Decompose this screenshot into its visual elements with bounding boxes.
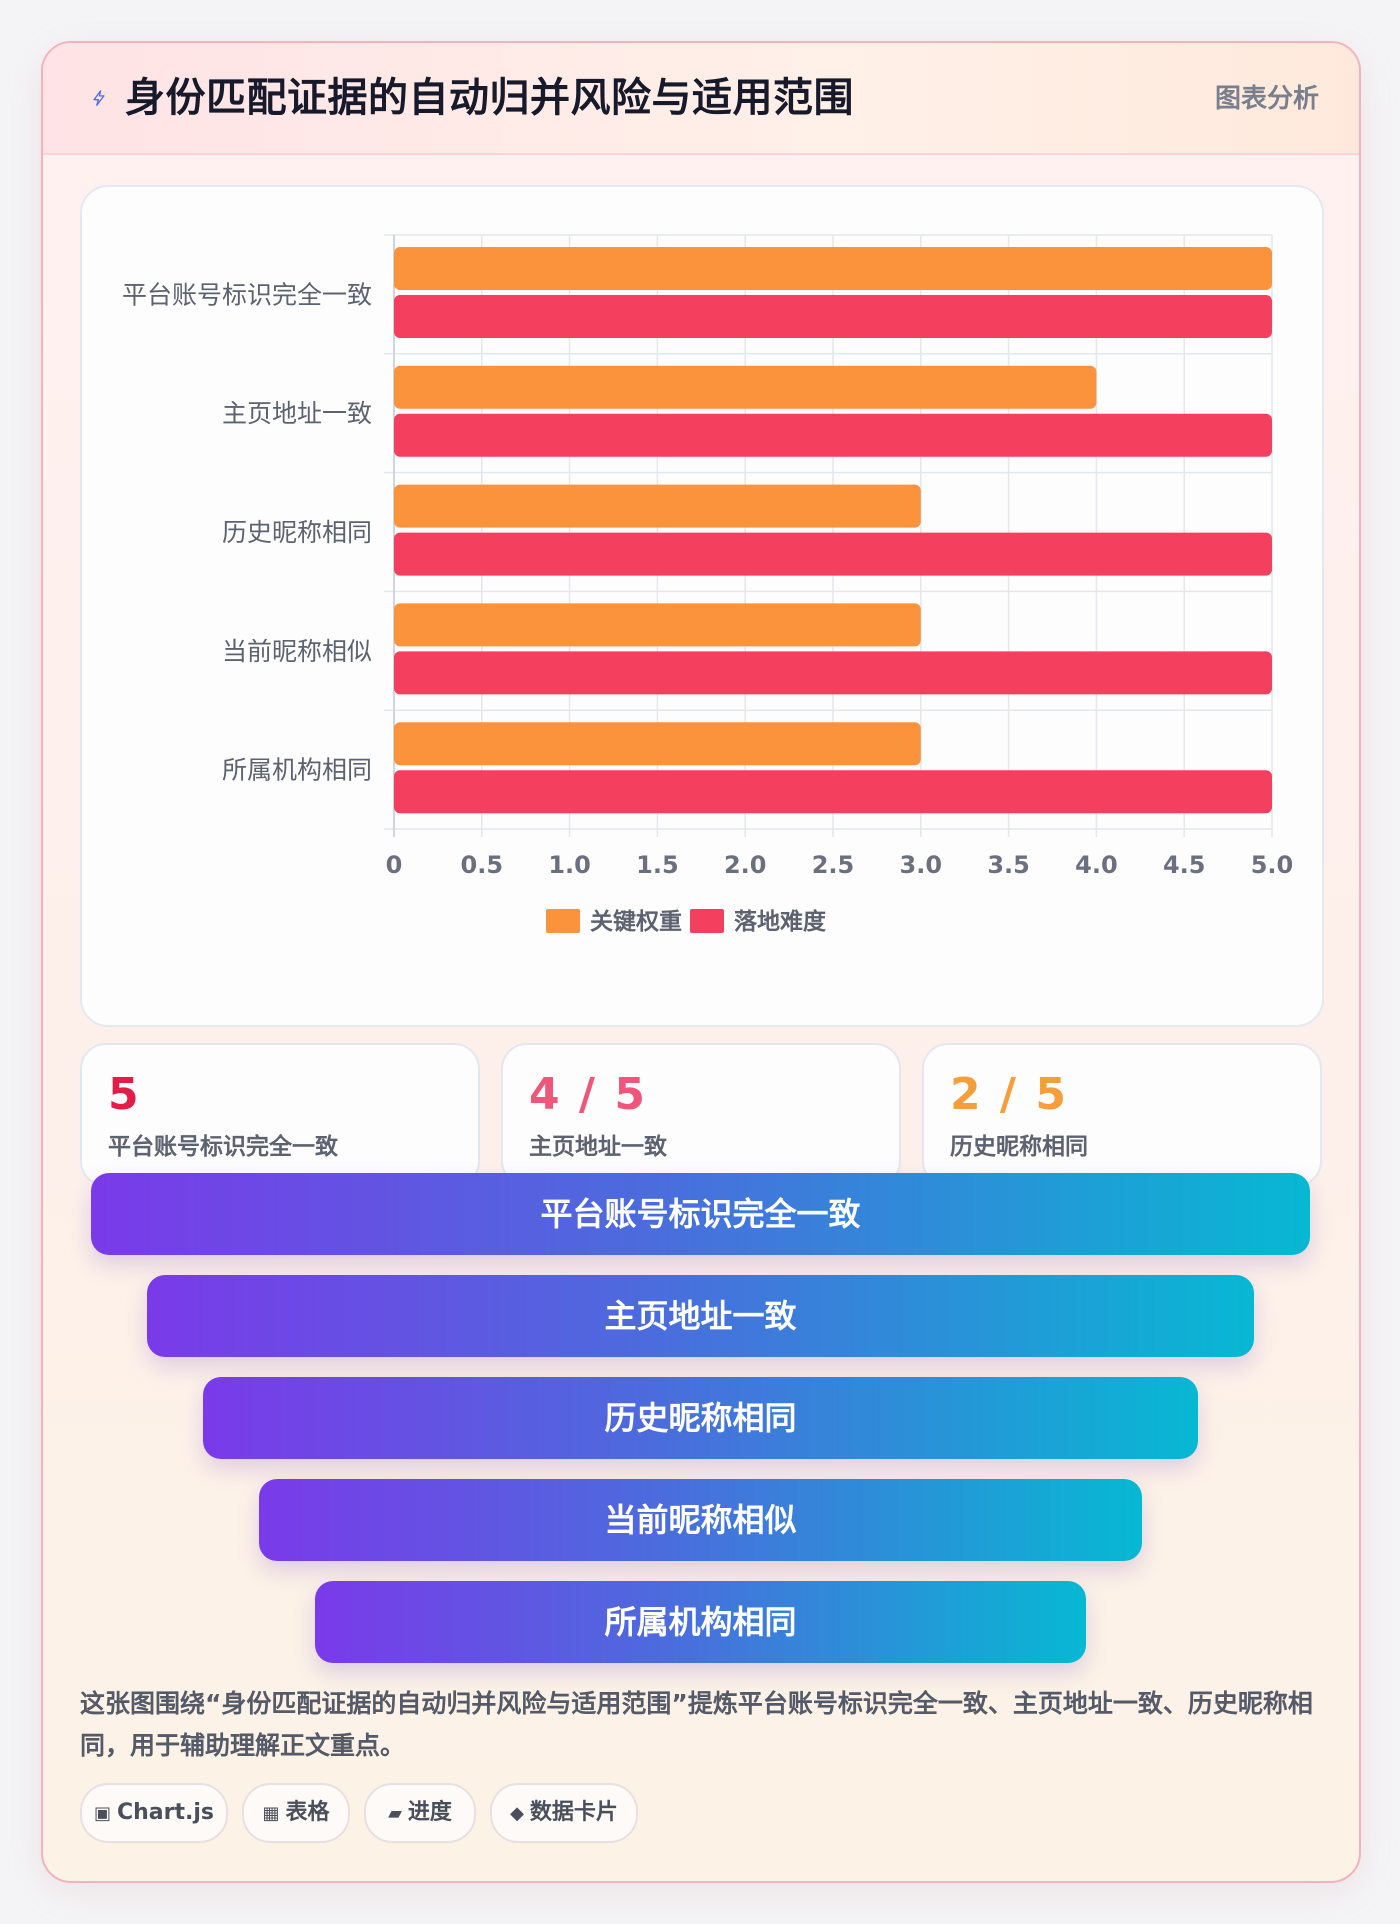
y-tick-label: 平台账号标识完全一致 bbox=[122, 280, 372, 309]
funnel-step-1: 平台账号标识完全一致 bbox=[91, 1173, 1310, 1255]
x-tick-label: 3.0 bbox=[900, 851, 943, 879]
x-tick-label: 2.5 bbox=[812, 851, 855, 879]
legend-label: 关键权重 bbox=[590, 908, 682, 935]
funnel-step-3: 历史昵称相同 bbox=[203, 1377, 1198, 1459]
stat-label: 主页地址一致 bbox=[529, 1134, 667, 1160]
chip-label: 进度 bbox=[407, 1800, 452, 1825]
stat-value: 2 / 5 bbox=[950, 1069, 1068, 1120]
legend-label: 落地难度 bbox=[734, 908, 827, 935]
x-tick-label: 5.0 bbox=[1251, 851, 1294, 879]
x-tick-label: 3.5 bbox=[987, 851, 1030, 879]
lightning-icon bbox=[93, 90, 105, 106]
y-tick-label: 历史昵称相同 bbox=[222, 518, 372, 547]
y-tick-label: 当前昵称相似 bbox=[222, 637, 372, 666]
chip-label: 数据卡片 bbox=[529, 1800, 618, 1825]
progress-icon: ▰ bbox=[388, 1803, 402, 1824]
table-icon: ▦ bbox=[262, 1803, 280, 1824]
stat-value: 5 bbox=[108, 1069, 141, 1120]
stat-card-2: 4 / 5 主页地址一致 bbox=[501, 1043, 901, 1187]
chip-label: Chart.js bbox=[117, 1800, 215, 1825]
x-tick-label: 4.5 bbox=[1163, 851, 1206, 879]
chip-data-card[interactable]: ◆ 数据卡片 bbox=[490, 1783, 638, 1843]
stat-value: 4 / 5 bbox=[529, 1069, 647, 1120]
x-tick-label: 2.0 bbox=[724, 851, 767, 879]
y-tick-label: 所属机构相同 bbox=[222, 756, 372, 785]
stat-label: 历史昵称相同 bbox=[950, 1134, 1088, 1160]
page-title: 身份匹配证据的自动归并风险与适用范围 bbox=[125, 75, 854, 121]
header-tag: 图表分析 bbox=[1214, 84, 1319, 114]
chart-icon: ▣ bbox=[93, 1803, 111, 1824]
bar-weight bbox=[394, 484, 921, 528]
bar-difficulty bbox=[394, 413, 1272, 457]
funnel-step-5: 所属机构相同 bbox=[315, 1581, 1086, 1663]
stat-label: 平台账号标识完全一致 bbox=[108, 1134, 338, 1160]
chip-table[interactable]: ▦ 表格 bbox=[242, 1783, 350, 1843]
card-header: 身份匹配证据的自动归并风险与适用范围 图表分析 bbox=[43, 43, 1359, 155]
chip-progress[interactable]: ▰ 进度 bbox=[364, 1783, 476, 1843]
x-tick-label: 0 bbox=[386, 851, 403, 879]
legend-swatch bbox=[690, 909, 724, 933]
main-card: 身份匹配证据的自动归并风险与适用范围 图表分析 平台账号标识完全一致 主页地址一致… bbox=[41, 41, 1361, 1883]
bar-weight bbox=[394, 247, 1272, 290]
y-tick-label: 主页地址一致 bbox=[222, 399, 372, 428]
x-tick-label: 0.5 bbox=[461, 851, 504, 879]
chip-chartjs[interactable]: ▣ Chart.js bbox=[80, 1783, 228, 1843]
x-tick-label: 1.0 bbox=[548, 851, 591, 879]
funnel-step-2: 主页地址一致 bbox=[147, 1275, 1254, 1357]
bar-difficulty bbox=[394, 532, 1272, 576]
chart-panel: 平台账号标识完全一致主页地址一致 历史昵称相同 当前昵称相似 所属机构相同 0 0.5 1.… bbox=[80, 185, 1324, 1027]
funnel-step-4: 当前昵称相似 bbox=[259, 1479, 1142, 1561]
stat-card-3: 2 / 5 历史昵称相同 bbox=[922, 1043, 1322, 1187]
bar-weight bbox=[394, 603, 921, 647]
x-tick-label: 4.0 bbox=[1075, 851, 1118, 879]
x-tick-label: 1.5 bbox=[636, 851, 679, 879]
chip-label: 表格 bbox=[285, 1800, 330, 1825]
bar-weight bbox=[394, 722, 921, 766]
bar-weight bbox=[394, 365, 1097, 409]
bar-difficulty bbox=[394, 770, 1272, 814]
bar-difficulty bbox=[394, 295, 1272, 338]
stat-card-1: 5 平台账号标识完全一致 bbox=[80, 1043, 480, 1187]
description-text: 这张图围绕“身份匹配证据的自动归并风险与适用范围”提炼平台账号标识完全一致、主页… bbox=[80, 1689, 1313, 1760]
bar-difficulty bbox=[394, 651, 1272, 695]
card-icon: ◆ bbox=[510, 1803, 524, 1824]
legend-swatch bbox=[546, 909, 580, 933]
